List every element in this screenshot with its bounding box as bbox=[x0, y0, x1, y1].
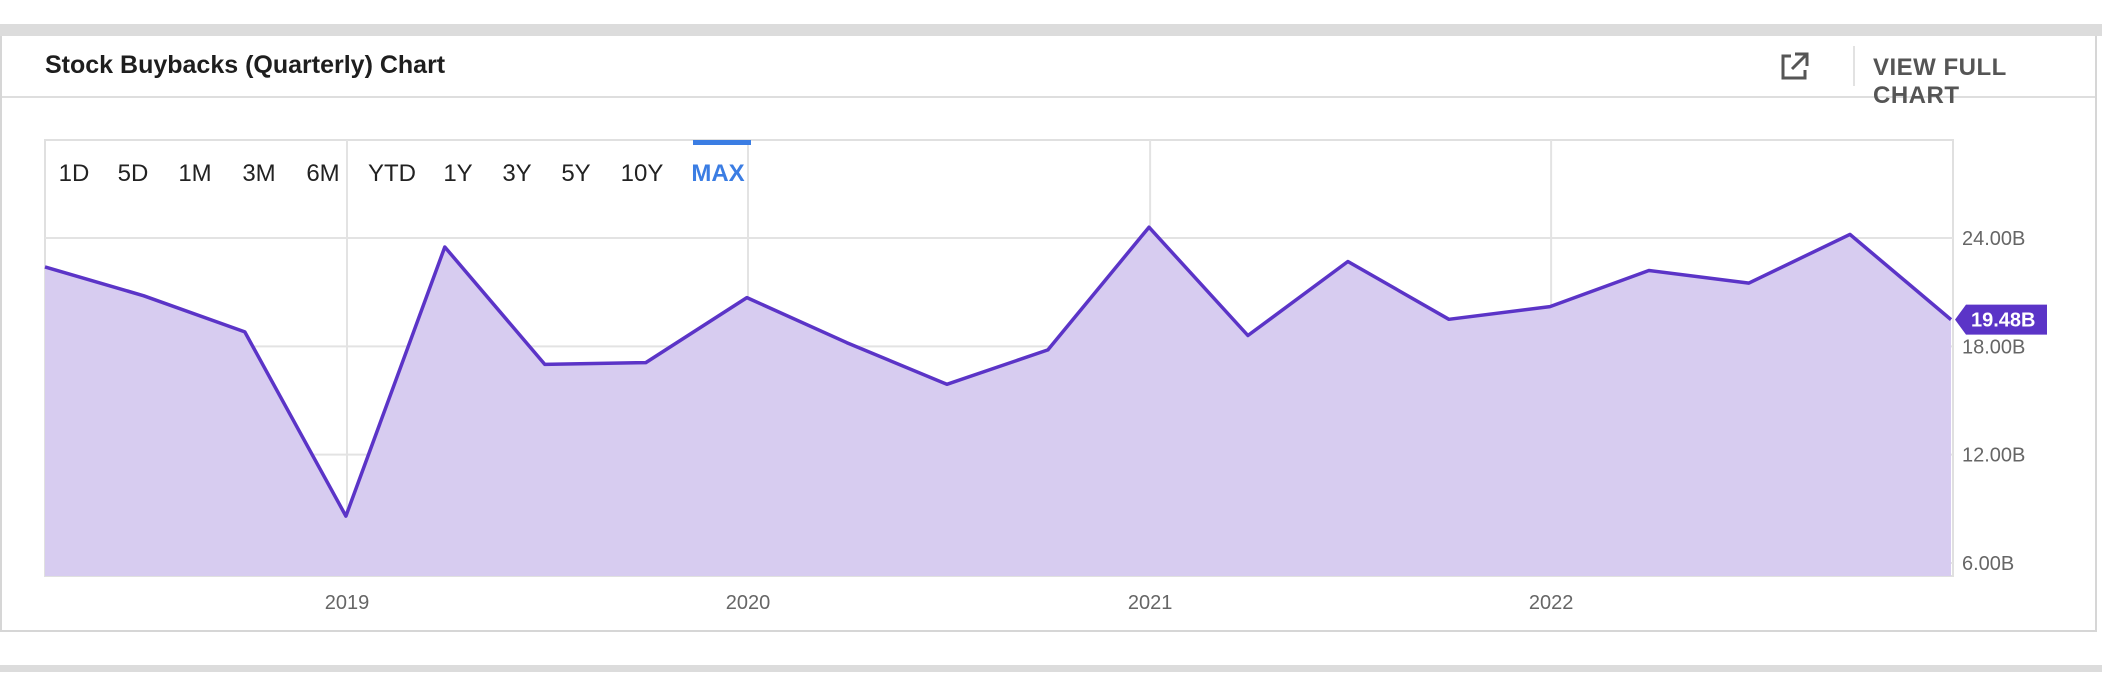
last-value-badge bbox=[1955, 304, 2047, 335]
x-tick-label: 2019 bbox=[325, 592, 370, 614]
range-button-10y[interactable]: 10Y bbox=[621, 160, 664, 187]
series-line bbox=[44, 225, 1953, 518]
external-link-icon[interactable] bbox=[1777, 50, 1811, 84]
x-tick-label: 2020 bbox=[726, 592, 771, 614]
view-full-chart-link[interactable]: VIEW FULL CHART bbox=[1873, 54, 2007, 109]
range-button-5y[interactable]: 5Y bbox=[561, 160, 590, 187]
range-button-max[interactable]: MAX bbox=[691, 160, 744, 187]
y-tick-label: 24.00B bbox=[1962, 228, 2025, 250]
y-tick-label: 12.00B bbox=[1962, 445, 2025, 467]
x-tick-label: 2021 bbox=[1128, 592, 1173, 614]
top-divider bbox=[0, 24, 2102, 36]
range-button-1y[interactable]: 1Y bbox=[443, 160, 472, 187]
range-button-6m[interactable]: 6M bbox=[306, 160, 339, 187]
range-button-ytd[interactable]: YTD bbox=[368, 160, 416, 187]
area-fill bbox=[45, 227, 1951, 576]
range-button-3y[interactable]: 3Y bbox=[502, 160, 531, 187]
card-header: Stock Buybacks (Quarterly) Chart VIEW FU… bbox=[2, 36, 2095, 109]
range-button-1d[interactable]: 1D bbox=[59, 160, 90, 187]
card-title: Stock Buybacks (Quarterly) Chart bbox=[45, 51, 446, 79]
y-tick-label: 18.00B bbox=[1962, 336, 2025, 358]
x-tick-label: 2022 bbox=[1529, 592, 1574, 614]
bottom-divider bbox=[0, 665, 2102, 672]
header-separator bbox=[1853, 46, 1855, 86]
y-tick-label: 6.00B bbox=[1962, 553, 2014, 575]
range-button-3m[interactable]: 3M bbox=[242, 160, 275, 187]
active-range-indicator bbox=[693, 140, 751, 145]
last-value-label: 19.48B bbox=[1971, 310, 2036, 332]
range-button-5d[interactable]: 5D bbox=[118, 160, 149, 187]
range-button-1m[interactable]: 1M bbox=[178, 160, 211, 187]
